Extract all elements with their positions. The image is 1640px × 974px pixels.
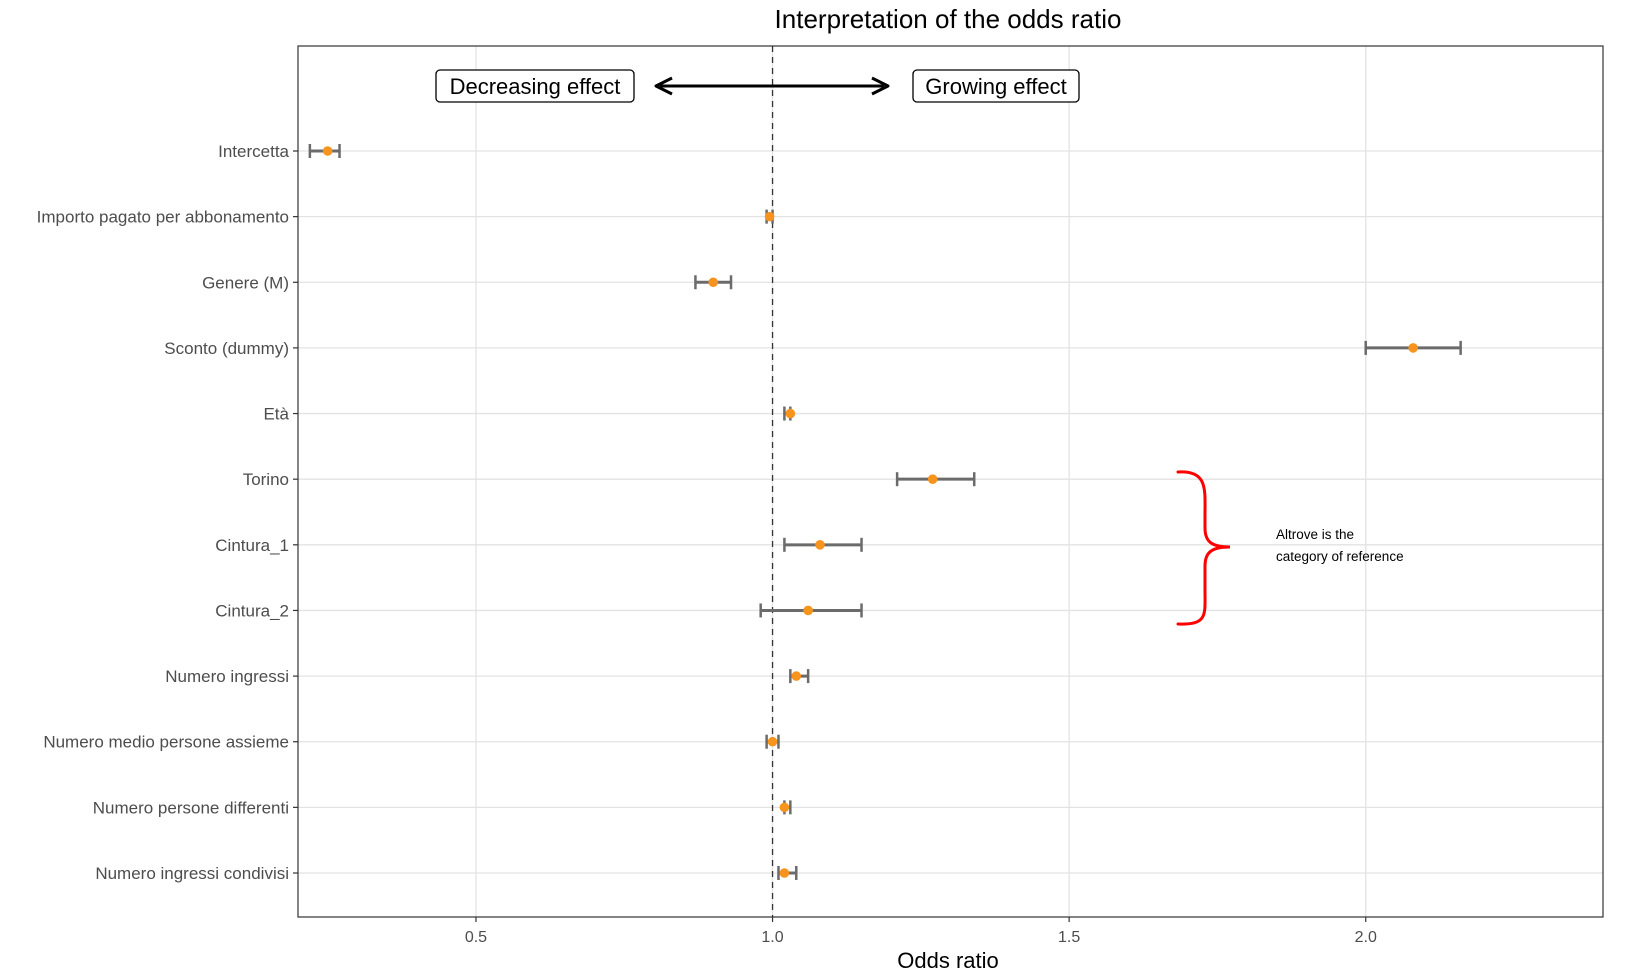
y-tick-label: Importo pagato per abbonamento bbox=[37, 208, 289, 227]
estimate-point bbox=[764, 211, 775, 222]
y-tick-label: Cintura_2 bbox=[215, 601, 289, 620]
estimate-point bbox=[791, 671, 802, 681]
red-brace bbox=[1176, 470, 1231, 626]
estimate-point bbox=[785, 408, 796, 419]
estimate-point bbox=[779, 868, 790, 878]
estimate-point bbox=[927, 474, 938, 484]
chart-marks bbox=[308, 144, 1462, 880]
decreasing-effect-box bbox=[435, 69, 635, 103]
estimate-point bbox=[1408, 343, 1418, 353]
y-axis: Intercetta Importo pagato per abbonamento… bbox=[37, 142, 298, 883]
y-tick-label: Numero ingressi bbox=[165, 667, 289, 686]
plot-panel-border bbox=[297, 45, 1604, 918]
double-arrow-right-head bbox=[871, 76, 890, 96]
x-axis-title: Odds ratio bbox=[897, 948, 999, 973]
x-tick-label: 2.0 bbox=[1355, 929, 1377, 946]
y-tick-label: Cintura_1 bbox=[215, 536, 289, 555]
grid-lines bbox=[298, 46, 1603, 917]
reference-category-brace: Altrove is the category of reference bbox=[1176, 470, 1404, 626]
estimate-point bbox=[322, 146, 333, 156]
growing-effect-callout: Growing effect bbox=[912, 69, 1080, 103]
y-tick-label: Numero medio persone assieme bbox=[43, 733, 289, 752]
growing-effect-label: Growing effect bbox=[925, 74, 1066, 99]
brace-note-line1: Altrove is the bbox=[1276, 527, 1354, 542]
growing-effect-box bbox=[912, 69, 1080, 103]
y-tick-label: Genere (M) bbox=[202, 273, 289, 292]
x-tick-label: 1.0 bbox=[761, 929, 783, 946]
brace-note-line2: category of reference bbox=[1276, 549, 1404, 564]
y-tick-label: Età bbox=[263, 405, 289, 424]
y-tick-label: Sconto (dummy) bbox=[164, 339, 289, 358]
estimate-point bbox=[803, 605, 813, 616]
x-axis: 0.5 1.0 1.5 2.0 bbox=[465, 917, 1377, 946]
estimate-point bbox=[779, 802, 790, 813]
x-tick-label: 0.5 bbox=[465, 929, 487, 946]
y-tick-label: Torino bbox=[243, 470, 289, 489]
decreasing-effect-callout: Decreasing effect bbox=[435, 69, 635, 103]
chart-title: Interpretation of the odds ratio bbox=[775, 4, 1122, 34]
x-tick-label: 1.5 bbox=[1058, 929, 1080, 946]
estimate-point bbox=[708, 277, 719, 288]
estimate-point bbox=[815, 540, 825, 550]
double-arrow-left-head bbox=[654, 76, 673, 96]
y-tick-label: Intercetta bbox=[218, 142, 289, 161]
y-tick-label: Numero persone differenti bbox=[93, 798, 289, 817]
double-arrow bbox=[654, 76, 890, 96]
y-tick-label: Numero ingressi condivisi bbox=[95, 864, 289, 883]
decreasing-effect-label: Decreasing effect bbox=[450, 74, 621, 99]
estimate-point bbox=[767, 736, 778, 747]
